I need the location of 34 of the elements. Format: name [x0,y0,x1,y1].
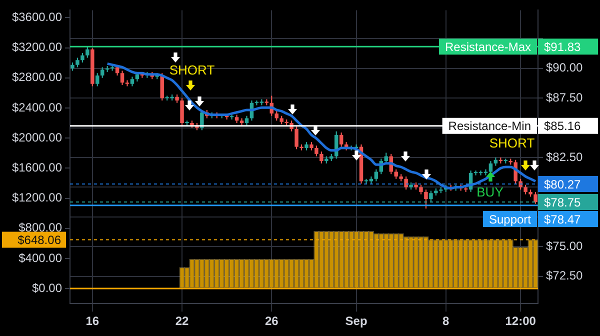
x-tick-label: 8 [442,314,450,328]
y2-tick-label: $3200.00 [12,40,62,54]
y-tick-label: $82.50 [546,150,584,164]
y2-tick-label: $2800.00 [12,70,62,84]
y-tick-label: $90.00 [546,60,584,75]
ref-line-label: Resistance-Min [448,119,532,134]
ref-line-label: Resistance-Max [444,40,532,54]
ref-line-label: $78.75 [544,195,582,210]
text: $85.16 [544,119,582,134]
legend-label: Support [488,212,532,226]
y2-tick-label: $2000.00 [12,130,62,144]
y2-tick-label: $3600.00 [12,10,62,24]
y-tick-label: $72.50 [546,268,584,283]
x-tick-label: Sep [345,314,368,328]
x-tick-label: 16 [86,314,100,328]
y2-tick-label: $800.00 [18,220,62,235]
y-tick-label: $75.00 [546,238,584,253]
y2-tick-label: $400.00 [18,250,62,265]
ref-line-label: $80.27 [544,177,582,192]
y-tick-label: $87.50 [546,90,584,104]
y2-tick-label: $0.00 [32,280,62,295]
y2-tick-label: $1600.00 [12,160,62,174]
y2-tick-label: $2400.00 [12,100,62,114]
x-tick-label: 12:00 [505,314,536,328]
x-tick-label: 26 [264,314,279,328]
y2-tick-label: $1200.00 [12,190,62,205]
ref-line-label: $648.06 [18,233,62,248]
annotation: SHORT [489,136,535,151]
annotation: SHORT [169,62,215,78]
text: $78.47 [544,212,582,226]
text: $91.83 [544,40,582,54]
candlestick [125,80,130,86]
x-tick-label: 22 [175,314,190,328]
annotation: BUY [476,184,504,200]
